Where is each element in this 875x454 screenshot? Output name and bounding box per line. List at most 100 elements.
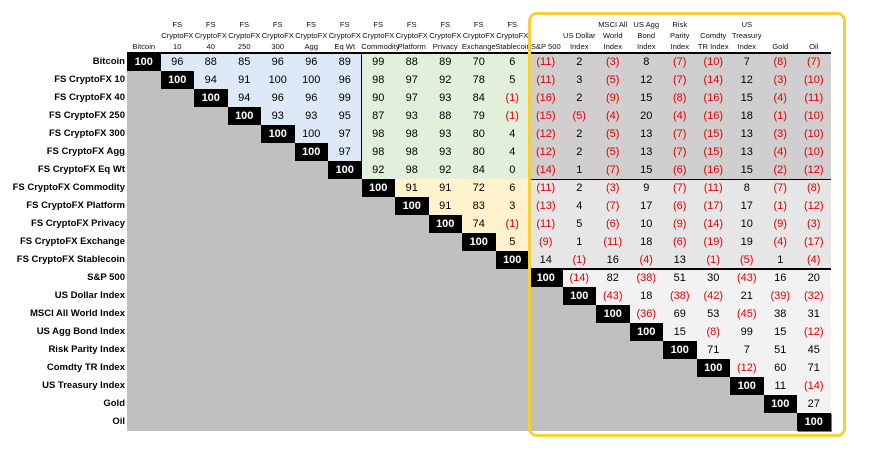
correlation-cell: (5)	[596, 143, 630, 161]
correlation-cell: (4)	[629, 251, 663, 269]
correlation-cell: 84	[462, 161, 496, 179]
empty-cell	[495, 305, 529, 323]
row-label: FS CryptoFX Stablecoin	[16, 254, 125, 265]
empty-cell	[160, 251, 194, 269]
correlation-cell: 99	[730, 323, 764, 341]
empty-cell	[596, 395, 630, 413]
row-label: Risk Parity Index	[48, 344, 125, 355]
correlation-cell: 96	[294, 53, 328, 71]
correlation-cell: (10)	[797, 107, 831, 125]
empty-cell	[160, 377, 194, 395]
correlation-cell: 15	[730, 89, 764, 107]
correlation-cell: (11)	[696, 179, 730, 197]
correlation-cell: 93	[294, 107, 328, 125]
empty-cell	[428, 341, 462, 359]
correlation-cell: 89	[428, 53, 462, 71]
empty-cell	[194, 269, 228, 287]
correlation-cell: (14)	[797, 377, 831, 395]
correlation-cell: 78	[462, 71, 496, 89]
empty-cell	[227, 251, 261, 269]
empty-cell	[194, 413, 228, 431]
diagonal-cell: 100	[696, 359, 730, 377]
empty-cell	[294, 233, 328, 251]
empty-cell	[328, 323, 362, 341]
empty-cell	[127, 413, 161, 431]
correlation-cell: 14	[529, 251, 563, 269]
empty-cell	[127, 179, 161, 197]
correlation-cell: (14)	[696, 71, 730, 89]
correlation-cell: 30	[696, 269, 730, 287]
correlation-cell: 1	[562, 233, 596, 251]
column-header: US Agg Bond Index	[633, 20, 660, 51]
correlation-cell: (1)	[763, 197, 797, 215]
correlation-cell: 5	[562, 215, 596, 233]
correlation-cell: 51	[663, 269, 697, 287]
empty-cell	[629, 413, 663, 431]
correlation-cell: (12)	[529, 125, 563, 143]
correlation-cell: (14)	[562, 269, 596, 287]
empty-cell	[160, 341, 194, 359]
correlation-cell: 94	[194, 71, 228, 89]
correlation-cell: (3)	[596, 53, 630, 71]
diagonal-cell: 100	[797, 413, 831, 431]
empty-cell	[127, 359, 161, 377]
empty-cell	[261, 377, 295, 395]
correlation-cell: (12)	[797, 161, 831, 179]
correlation-cell: (15)	[696, 125, 730, 143]
row-label: FS CryptoFX Eq Wt	[37, 164, 125, 175]
correlation-cell: 0	[495, 161, 529, 179]
correlation-cell: (2)	[763, 161, 797, 179]
correlation-cell: 97	[328, 143, 362, 161]
empty-cell	[294, 359, 328, 377]
correlation-cell: 7	[730, 341, 764, 359]
empty-cell	[194, 341, 228, 359]
row-label: MSCI All World Index	[29, 308, 125, 319]
correlation-cell: 18	[629, 233, 663, 251]
diagonal-cell: 100	[495, 251, 529, 269]
row-label: Bitcoin	[92, 56, 125, 67]
empty-cell	[428, 359, 462, 377]
diagonal-cell: 100	[194, 89, 228, 107]
correlation-cell: 90	[361, 89, 395, 107]
column-header: US Treasury Index	[731, 20, 762, 51]
empty-cell	[663, 359, 697, 377]
diagonal-cell: 100	[160, 71, 194, 89]
empty-cell	[395, 413, 429, 431]
correlation-cell: (4)	[763, 89, 797, 107]
empty-cell	[663, 395, 697, 413]
correlation-cell: 94	[227, 89, 261, 107]
correlation-cell: (4)	[763, 233, 797, 251]
correlation-cell: 2	[562, 53, 596, 71]
correlation-cell: 80	[462, 125, 496, 143]
correlation-cell: (32)	[797, 287, 831, 305]
empty-cell	[696, 377, 730, 395]
empty-cell	[227, 125, 261, 143]
correlation-cell: 13	[629, 125, 663, 143]
correlation-cell: (6)	[596, 215, 630, 233]
correlation-cell: (5)	[562, 107, 596, 125]
diagonal-cell: 100	[596, 305, 630, 323]
empty-cell	[194, 323, 228, 341]
empty-cell	[663, 413, 697, 431]
empty-cell	[160, 197, 194, 215]
correlation-cell: (7)	[596, 161, 630, 179]
correlation-cell: (7)	[663, 179, 697, 197]
empty-cell	[294, 341, 328, 359]
empty-cell	[529, 413, 563, 431]
column-header: FS CryptoFX 10	[161, 20, 194, 51]
correlation-cell: (36)	[629, 305, 663, 323]
empty-cell	[127, 323, 161, 341]
empty-cell	[294, 197, 328, 215]
empty-cell	[629, 341, 663, 359]
correlation-cell: (4)	[596, 107, 630, 125]
empty-cell	[227, 305, 261, 323]
empty-cell	[294, 413, 328, 431]
correlation-cell: 2	[562, 179, 596, 197]
empty-cell	[696, 395, 730, 413]
correlation-cell: (12)	[529, 143, 563, 161]
correlation-cell: (11)	[529, 71, 563, 89]
empty-cell	[160, 395, 194, 413]
empty-cell	[562, 341, 596, 359]
empty-cell	[227, 143, 261, 161]
row-label: S&P 500	[87, 272, 125, 283]
